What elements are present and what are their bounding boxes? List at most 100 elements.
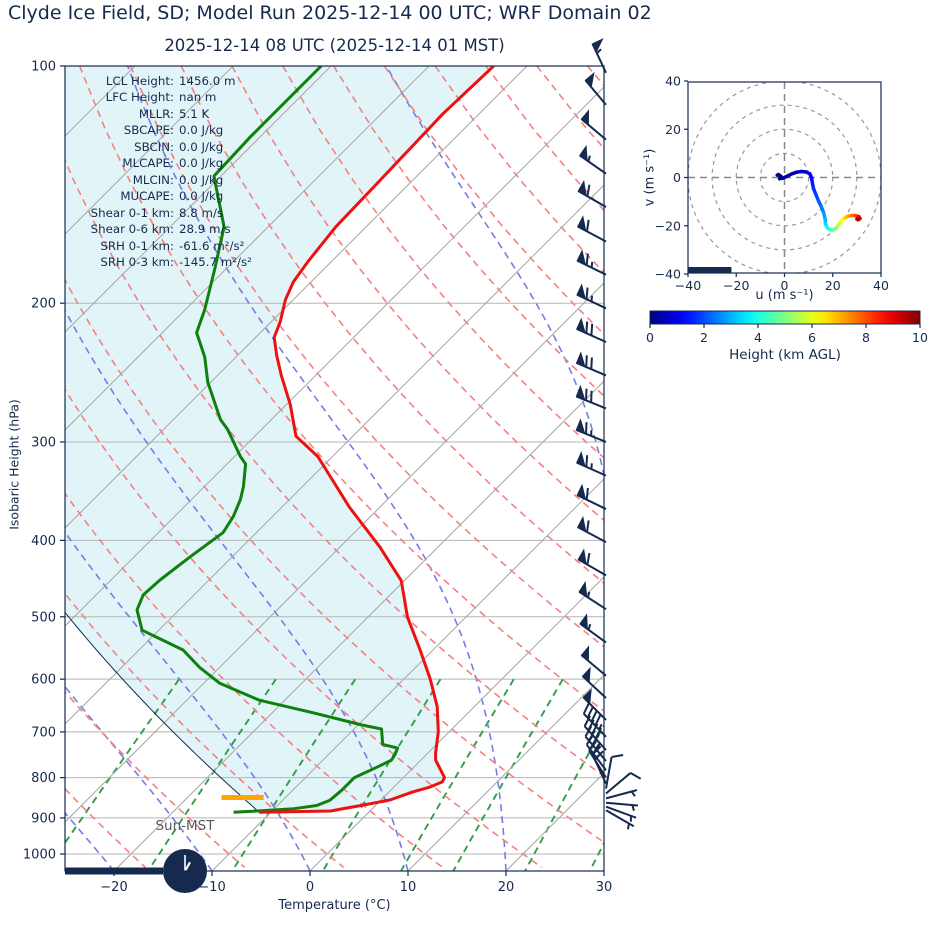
wind-barb-column <box>575 38 642 830</box>
stat-row: Shear 0-1 km: 8.8 m/s <box>70 205 252 221</box>
stats-panel: LCL Height: 1456.0 m LFC Height: nan m M… <box>70 73 252 270</box>
stat-value: 0.0 J/kg <box>179 189 224 204</box>
dry-adiabat-line <box>689 66 928 867</box>
stat-row: SBCIN: 0.0 J/kg <box>70 139 252 155</box>
pressure-tick-label: 200 <box>31 297 56 312</box>
isotherm-line <box>65 66 234 235</box>
wind-barb <box>576 249 607 276</box>
dry-adiabat-line <box>586 66 604 87</box>
dry-adiabat-line <box>65 278 604 844</box>
wind-barb <box>575 351 607 377</box>
wind-barb <box>576 317 607 343</box>
isotherm-line <box>407 674 604 871</box>
temperature-tick-label: 30 <box>596 880 613 895</box>
pressure-tick-label: 900 <box>31 811 56 826</box>
stat-label: Shear 0-1 km: <box>90 205 174 220</box>
stat-label: MLLR: <box>138 106 174 121</box>
wind-barb <box>576 451 607 477</box>
wind-barb <box>579 613 607 644</box>
stat-label: MUCAPE: <box>120 189 174 204</box>
stat-value: -145.7 m²/s² <box>179 254 252 269</box>
dry-adiabat-line <box>434 66 604 274</box>
stat-value: 28.9 m/s <box>179 222 231 237</box>
stat-label: Shear 0-6 km: <box>90 222 174 237</box>
wind-barb <box>581 666 607 699</box>
hodograph-u-tick-label: 40 <box>873 278 889 293</box>
wind-barb <box>576 283 607 310</box>
stat-label: SBCAPE: <box>123 123 174 138</box>
stat-value: nan m <box>179 90 217 105</box>
stat-value: 0.0 J/kg <box>179 123 224 138</box>
wind-barb <box>576 483 607 510</box>
isotherm-line <box>65 184 604 725</box>
hodograph-plot-area <box>688 82 881 273</box>
hodograph-v-tick-label: −20 <box>655 218 681 233</box>
stat-label: MLCAPE: <box>122 156 174 171</box>
wind-barb <box>605 754 624 789</box>
wind-barb <box>582 702 607 738</box>
stat-label: SRH 0-1 km: <box>100 238 174 253</box>
height-colorbar <box>649 310 921 325</box>
temperature-tick-label: −10 <box>198 880 225 895</box>
wind-barb <box>605 805 637 822</box>
hodograph-corner-bar <box>688 267 732 273</box>
colorbar-tick-label: 2 <box>700 330 708 345</box>
hodograph-v-tick-label: 40 <box>665 74 681 89</box>
mixing-ratio-line <box>400 678 515 871</box>
isotherm-line <box>65 66 528 529</box>
wind-barb <box>577 215 607 243</box>
stat-value: 0.0 J/kg <box>179 139 224 154</box>
hodograph-v-axis-label: v (m s⁻¹) <box>642 148 658 207</box>
hodograph-u-tick-label: 0 <box>781 278 789 293</box>
isotherm-line <box>505 772 604 871</box>
wind-barb <box>605 801 638 811</box>
moist-adiabat-line <box>65 811 115 871</box>
stat-row: SRH 0-3 km: -145.7 m²/s² <box>70 254 252 270</box>
pressure-tick-label: 300 <box>31 435 56 450</box>
hodograph-v-tick-label: 0 <box>673 170 681 185</box>
temperature-axis-label: Temperature (°C) <box>278 898 391 913</box>
stat-row: MLCIN: 0.0 J/kg <box>70 172 252 188</box>
dry-adiabat-line <box>65 690 246 869</box>
hodograph-u-tick-label: 20 <box>825 278 841 293</box>
mixing-ratio-line <box>637 679 734 871</box>
temperature-tick-label: −20 <box>100 880 127 895</box>
hodograph-v-tick-label: 20 <box>665 122 681 137</box>
wind-barb <box>577 180 607 208</box>
parcel-profile-line <box>65 611 260 813</box>
stat-row: Shear 0-6 km: 28.9 m/s <box>70 221 252 237</box>
dewpoint-curve <box>135 66 400 814</box>
wind-barb <box>575 418 607 443</box>
stat-label: SRH 0-3 km: <box>100 254 174 269</box>
moist-adiabat-line <box>126 66 507 871</box>
wind-barb <box>605 809 635 830</box>
colorbar-tick-label: 4 <box>754 330 762 345</box>
dry-adiabat-line <box>485 66 604 212</box>
stat-value: -61.6 m²/s² <box>179 238 245 253</box>
pressure-tick-label: 400 <box>31 534 56 549</box>
mixing-ratio-line <box>322 678 442 871</box>
wind-barb <box>580 645 607 677</box>
moist-adiabat-line <box>385 66 604 871</box>
temperature-tick-label: 20 <box>498 880 515 895</box>
stat-value: 0.0 J/kg <box>179 156 224 171</box>
mixing-ratio-line <box>452 678 564 871</box>
stat-value: 8.8 m/s <box>179 205 224 220</box>
isotherm-line <box>309 576 604 871</box>
pressure-tick-label: 800 <box>31 771 56 786</box>
colorbar-tick-label: 10 <box>912 330 928 345</box>
stat-row: MUCAPE: 0.0 J/kg <box>70 188 252 204</box>
stat-row: SRH 0-1 km: -61.6 m²/s² <box>70 238 252 254</box>
stat-label: LCL Height: <box>105 74 174 88</box>
dry-adiabat-line <box>65 492 444 869</box>
isotherm-line <box>65 66 332 333</box>
isotherm-line <box>702 66 928 871</box>
dry-adiabat-line <box>65 388 543 869</box>
dry-adiabat-line <box>180 66 604 585</box>
stat-label: LFC Height: <box>105 90 174 105</box>
wind-barb <box>580 109 607 141</box>
pressure-tick-label: 700 <box>31 725 56 740</box>
stat-label: SBCIN: <box>134 139 174 154</box>
isotherm-line <box>65 282 604 823</box>
pressure-axis-label: Isobaric Height (hPa) <box>6 399 22 530</box>
